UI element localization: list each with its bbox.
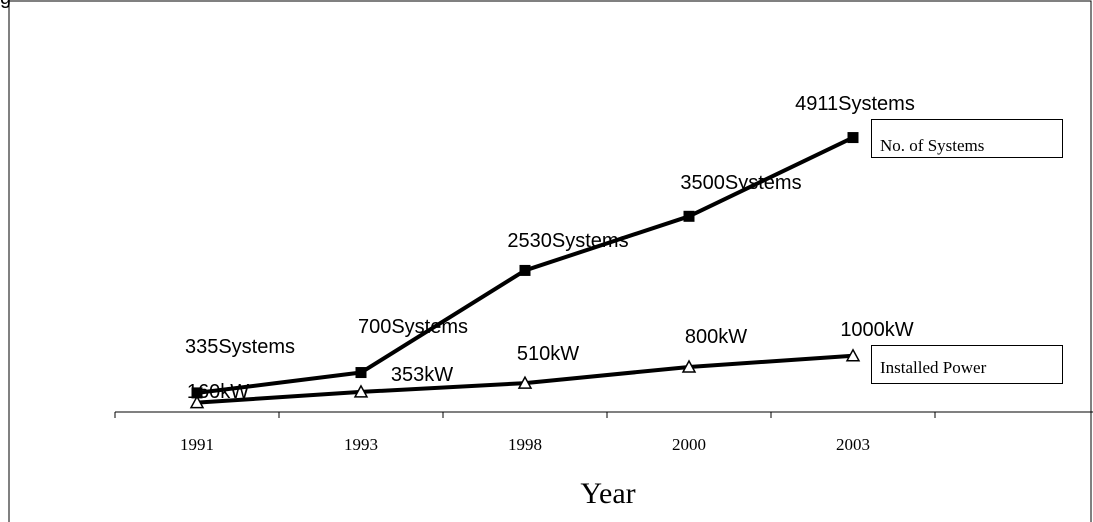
legend-label-systems: No. of Systems	[880, 136, 985, 155]
x-tick-label: 2003	[836, 435, 870, 454]
data-point-square	[519, 264, 531, 276]
data-label: 335Systems	[185, 336, 295, 358]
data-point-square	[847, 132, 859, 144]
data-label: 510kW	[517, 343, 579, 365]
data-point-square	[355, 367, 367, 379]
data-label: 353kW	[391, 364, 453, 386]
data-point-triangle	[517, 375, 533, 389]
x-tick-label: 1993	[344, 435, 378, 454]
data-labels: 335Systems 700Systems 2530Systems 3500Syste…	[185, 93, 915, 403]
data-label: 4911Systems	[795, 93, 915, 115]
data-label: 2530Systems	[507, 230, 628, 252]
legend-label-power: Installed Power	[880, 358, 987, 377]
legend-installed-power: Installed Power	[871, 345, 1063, 384]
data-point-triangle	[681, 359, 697, 373]
data-label: 800kW	[685, 326, 747, 348]
data-point-square	[683, 210, 695, 222]
data-label: 3500Systems	[680, 172, 801, 194]
data-point-triangle	[189, 395, 205, 409]
data-label: 160kW	[187, 381, 249, 403]
x-tick-label: 1991	[180, 435, 214, 454]
plot-frame	[8, 0, 1092, 522]
data-label: 700Systems	[358, 316, 468, 338]
data-point-triangle	[845, 348, 861, 362]
data-point-triangle	[353, 384, 369, 398]
data-point-square	[191, 387, 203, 399]
series-markers	[189, 132, 861, 409]
x-tick-label: 1998	[508, 435, 542, 454]
data-label: 1000kW	[840, 319, 913, 341]
legend-no-of-systems: No. of Systems	[871, 119, 1063, 158]
chart-title-fragment: g	[0, 0, 11, 10]
x-tick-label: 2000	[672, 435, 706, 454]
x-axis: 1991 1993 1998 2000 2003	[114, 411, 1093, 454]
x-axis-title: Year	[580, 477, 635, 510]
